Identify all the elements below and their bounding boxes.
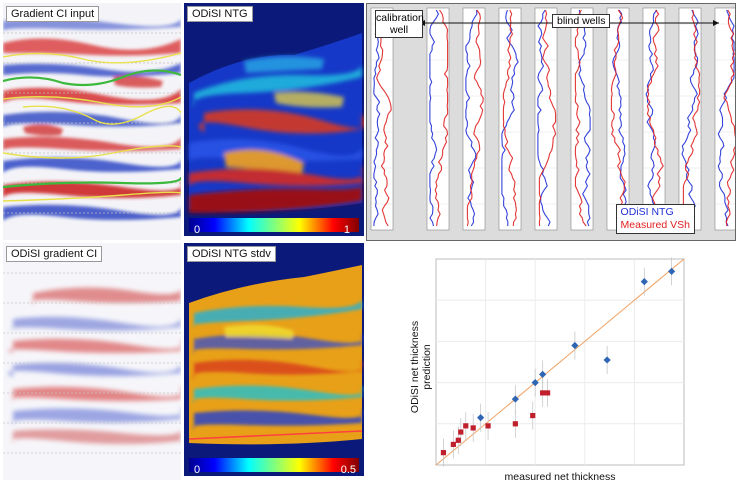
diamond-point	[477, 414, 485, 422]
gradient-ci-input-panel: Gradient CI input	[3, 3, 181, 240]
well-logs-panel: calibration well blind wells ODiSI NTG M…	[366, 3, 736, 241]
odisi-ntg-stdv-image	[188, 265, 364, 472]
diamond-point	[668, 267, 676, 275]
well-track	[370, 7, 394, 231]
well-track	[534, 7, 558, 231]
odisi-ntg-image	[188, 33, 364, 232]
data-points	[440, 267, 676, 456]
well-track	[426, 7, 450, 231]
odisi-ntg-label: ODiSI NTG	[187, 6, 253, 22]
odisi-ntg-stdv-cbar-min: 0	[194, 464, 201, 476]
square-point	[530, 412, 536, 419]
well-track	[570, 7, 594, 231]
legend-measured-vsh: Measured VSh	[620, 219, 690, 231]
well-track	[498, 7, 522, 231]
diamond-point	[603, 356, 611, 364]
blind-wells-label: blind wells	[552, 14, 611, 28]
square-point	[458, 429, 464, 435]
square-point	[470, 425, 476, 431]
legend-odisi-ntg: ODiSI NTG	[620, 206, 674, 218]
calibration-well-box: calibration well	[375, 10, 424, 38]
square-point	[540, 390, 546, 396]
wells-legend: ODiSI NTG Measured VSh	[615, 204, 695, 234]
odisi-ntg-stdv-cbar-max: 0.5	[340, 464, 356, 476]
one-to-one-line	[435, 258, 685, 466]
odisi-gradient-ci-label: ODiSI gradient CI	[6, 246, 103, 262]
well-track	[714, 7, 735, 231]
square-point	[512, 421, 518, 427]
calibration-label-line1: calibration	[376, 12, 424, 24]
odisi-gradient-ci-panel: ODiSI gradient CI	[3, 243, 181, 480]
arrow-head-right	[713, 20, 719, 26]
well-track	[462, 7, 486, 231]
square-point	[485, 423, 491, 429]
calibration-label-line2: well	[389, 24, 409, 36]
gradient-ci-input-label: Gradient CI input	[6, 6, 100, 22]
square-point	[545, 390, 551, 396]
well-logs-tracks	[370, 7, 735, 231]
well-track	[642, 7, 666, 231]
gradient-ci-input-image	[3, 18, 181, 221]
well-track	[678, 7, 702, 231]
square-point	[440, 450, 447, 456]
odisi-ntg-stdv-panel: ODiSI NTG stdv 0 0.5	[184, 243, 364, 476]
square-point	[463, 423, 469, 429]
odisi-ntg-cbar-min: 0	[194, 224, 201, 236]
y-axis-label-line1: ODiSI net thickness	[409, 321, 421, 413]
gridlines	[436, 259, 684, 465]
odisi-ntg-cbar-max: 1	[343, 224, 350, 236]
x-axis-label: measured net thickness	[505, 471, 616, 483]
odisi-ntg-stdv-label: ODiSI NTG stdv	[187, 246, 276, 262]
net-thickness-chart: ODiSI net thickness prediction measured …	[402, 257, 686, 484]
scatter-plot: ODiSI net thickness prediction measured …	[409, 257, 685, 483]
odisi-gradient-ci-image	[3, 272, 181, 454]
square-point	[450, 441, 456, 447]
square-point	[455, 437, 461, 443]
well-track	[606, 7, 630, 231]
odisi-ntg-panel: ODiSI NTG 0 1	[184, 3, 364, 236]
y-axis-label-line2: prediction	[421, 344, 433, 390]
